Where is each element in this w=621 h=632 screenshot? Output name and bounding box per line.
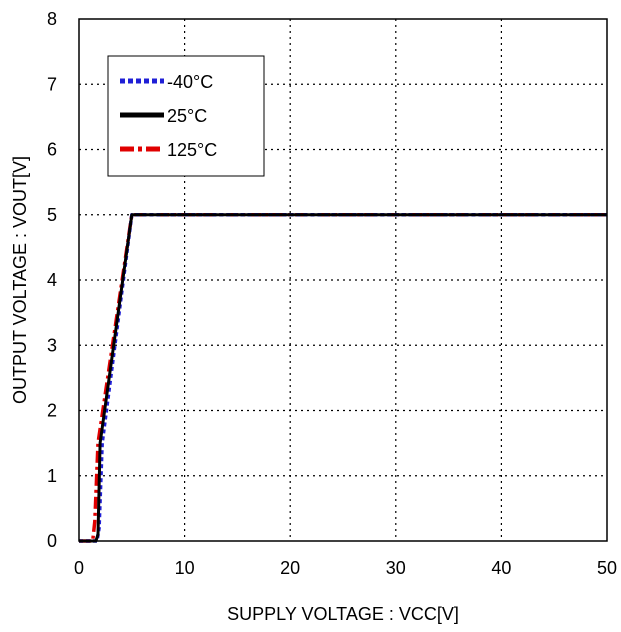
legend-label-0: -40°C [167, 72, 213, 92]
y-axis-label: OUTPUT VOLTAGE : VOUT[V] [10, 156, 30, 404]
x-tick-label: 40 [491, 558, 511, 578]
y-tick-label: 7 [47, 74, 57, 94]
x-tick-label: 0 [74, 558, 84, 578]
y-tick-label: 6 [47, 140, 57, 160]
x-axis-ticks: 0 10 20 30 40 50 [74, 558, 617, 578]
y-tick-label: 1 [47, 466, 57, 486]
x-tick-label: 10 [175, 558, 195, 578]
x-axis-label: SUPPLY VOLTAGE : VCC[V] [227, 604, 459, 624]
y-tick-label: 2 [47, 401, 57, 421]
legend-label-1: 25°C [167, 106, 207, 126]
y-axis-ticks: 0 1 2 3 4 5 6 7 8 [47, 9, 57, 551]
y-tick-label: 8 [47, 9, 57, 29]
y-tick-label: 5 [47, 205, 57, 225]
legend: -40°C 25°C 125°C [107, 55, 265, 177]
x-tick-label: 30 [386, 558, 406, 578]
legend-label-2: 125°C [167, 140, 217, 160]
y-tick-label: 0 [47, 531, 57, 551]
y-tick-label: 3 [47, 335, 57, 355]
x-tick-label: 50 [597, 558, 617, 578]
x-tick-label: 20 [280, 558, 300, 578]
plot-frame [78, 18, 608, 542]
y-tick-label: 4 [47, 270, 57, 290]
